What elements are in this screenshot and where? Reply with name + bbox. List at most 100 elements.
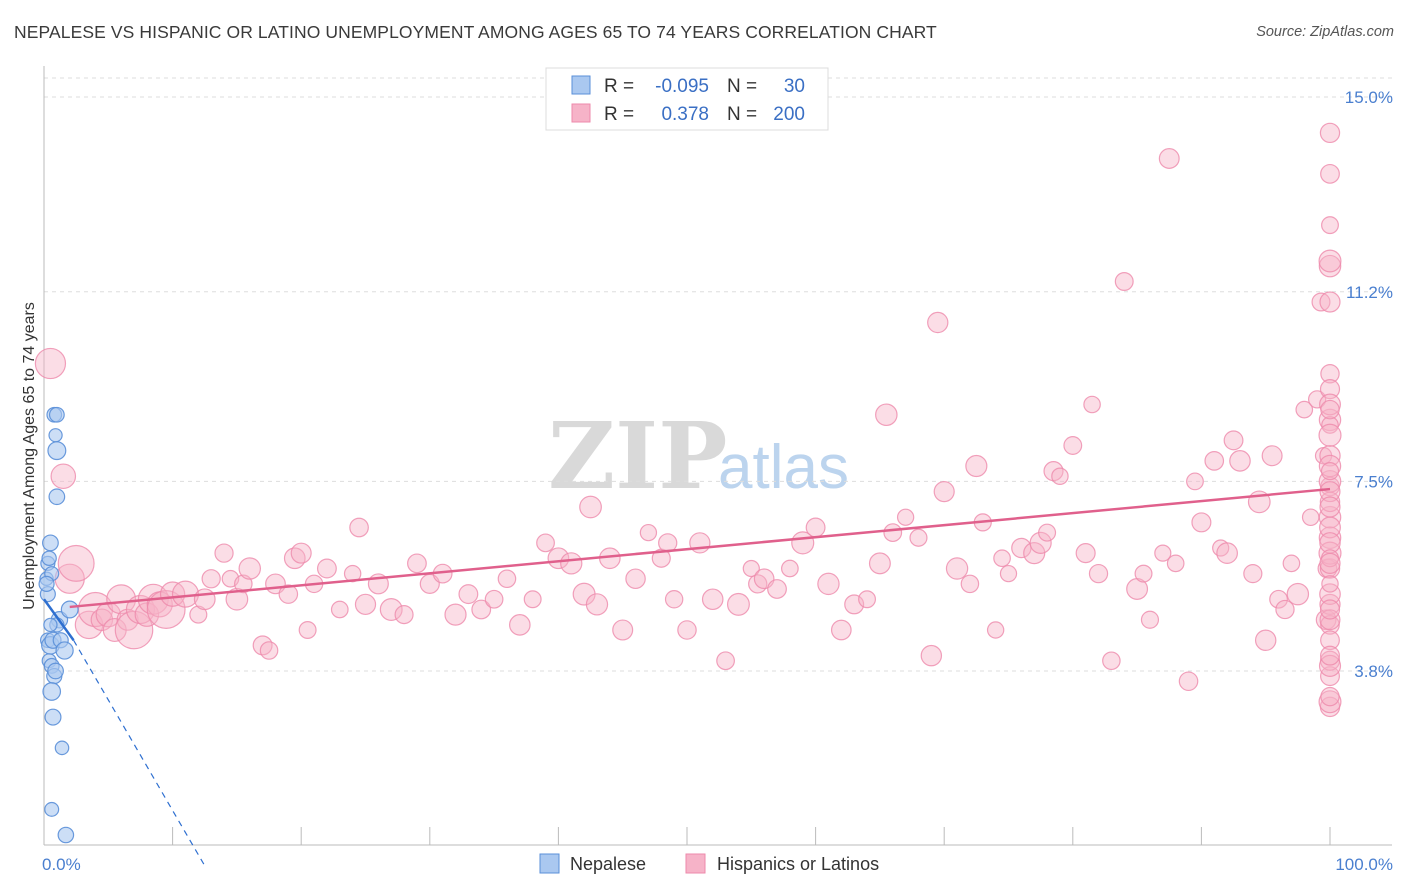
hispanic-point <box>1229 450 1251 472</box>
hispanic-point <box>1319 599 1341 620</box>
hispanic-point <box>201 569 221 589</box>
hispanic-point <box>1216 542 1238 564</box>
trend-lines <box>42 487 1331 867</box>
x-tick-label-min: 0.0% <box>42 855 81 874</box>
y-tick-label: 3.8% <box>1354 662 1393 681</box>
hispanic-point <box>960 574 980 594</box>
nepalese-trendline-extension <box>73 639 206 867</box>
hispanic-point <box>1223 430 1244 451</box>
hispanic-point <box>484 589 504 609</box>
bottom-legend-swatch-hispanic <box>685 853 706 874</box>
nepalese-point <box>48 428 63 443</box>
hispanic-point <box>57 544 95 582</box>
hispanic-point <box>343 564 362 583</box>
nepalese-point <box>60 600 79 619</box>
hispanic-point <box>883 523 903 543</box>
chart-title: NEPALESE VS HISPANIC OR LATINO UNEMPLOYM… <box>14 22 937 42</box>
data-points <box>34 122 1342 844</box>
watermark-atlas: atlas <box>718 433 849 502</box>
hispanic-point <box>508 614 531 636</box>
hispanic-point <box>1186 472 1204 491</box>
y-tick-label: 11.2% <box>1346 283 1393 302</box>
hispanic-point <box>858 590 877 609</box>
y-tick-label: 15.0% <box>1345 88 1393 107</box>
hispanic-point <box>444 603 467 626</box>
hispanic-point <box>868 552 891 575</box>
hispanic-point <box>579 495 602 519</box>
hispanic-point <box>965 454 988 478</box>
y-tick-label: 7.5% <box>1354 472 1393 491</box>
watermark-zip: ZIP <box>548 402 727 510</box>
hispanic-point <box>1319 645 1341 666</box>
hispanic-point <box>547 547 570 570</box>
legend-r-label-1: R = <box>604 76 634 97</box>
hispanic-point <box>146 590 186 629</box>
hispanic-point <box>726 592 750 616</box>
hispanic-point <box>639 523 658 542</box>
hispanic-point <box>1318 249 1342 273</box>
hispanic-point <box>1321 216 1339 235</box>
hispanic-point <box>1321 416 1339 434</box>
hispanic-point <box>1088 563 1109 584</box>
hispanic-point <box>909 528 928 547</box>
legend-box <box>545 67 829 131</box>
hispanic-point <box>625 568 646 590</box>
hispanic-point <box>1319 379 1341 400</box>
hispanic-point <box>1158 148 1180 169</box>
legend-r-value-1: -0.095 <box>655 76 709 97</box>
hispanic-point <box>1320 399 1340 420</box>
hispanic-point <box>1204 451 1225 471</box>
hispanic-point <box>993 549 1011 568</box>
hispanic-point <box>1075 543 1096 564</box>
hispanic-point <box>1319 481 1341 503</box>
hispanic-point <box>290 542 312 564</box>
hispanic-point <box>817 572 840 596</box>
hispanic-point <box>1319 122 1341 144</box>
bottom-legend-swatch-nepalese <box>539 853 560 874</box>
hispanic-point <box>560 552 583 575</box>
legend-r-value-2: 0.378 <box>661 104 709 125</box>
nepalese-point <box>54 740 70 756</box>
series-legend: Nepalese Hispanics or Latinos <box>539 853 879 874</box>
nepalese-point <box>48 406 65 423</box>
hispanic-point <box>1154 544 1172 562</box>
hispanic-point <box>316 558 337 579</box>
hispanic-point <box>1269 589 1288 609</box>
axes <box>43 66 1392 846</box>
hispanic-point <box>497 569 517 589</box>
hispanic-point <box>1038 523 1057 542</box>
hispanic-point <box>742 559 760 578</box>
hispanic-point <box>1319 393 1341 416</box>
hispanic-point <box>1318 654 1342 677</box>
hispanic-point <box>34 347 67 380</box>
hispanic-point <box>875 403 898 427</box>
hispanic-point <box>1307 390 1327 409</box>
hispanic-point <box>1051 467 1069 486</box>
hispanic-point <box>1311 292 1331 312</box>
hispanic-point <box>330 600 349 619</box>
hispanic-point <box>1319 496 1341 518</box>
legend-r-label-2: R = <box>604 104 634 125</box>
hispanic-point <box>1320 364 1340 384</box>
hispanic-point <box>1301 508 1320 527</box>
nepalese-point <box>55 641 74 660</box>
hispanic-point <box>1320 686 1340 707</box>
nepalese-point <box>44 708 62 726</box>
hispanic-point <box>50 463 77 490</box>
hispanic-point <box>945 557 969 580</box>
hispanic-point <box>214 543 234 563</box>
hispanic-point <box>189 605 208 624</box>
hispanic-point <box>1286 582 1310 606</box>
correlation-legend: R = -0.095 N = 30 R = 0.378 N = 200 <box>545 67 829 131</box>
nepalese-point <box>57 826 75 844</box>
hispanic-point <box>536 533 555 553</box>
nepalese-point <box>42 534 59 552</box>
hispanic-point <box>1275 599 1295 620</box>
nepalese-point <box>44 801 60 817</box>
hispanic-point <box>354 593 377 616</box>
nepalese-point <box>41 550 57 566</box>
hispanic-point <box>1282 554 1301 573</box>
hispanic-point <box>689 532 711 554</box>
hispanic-point <box>278 584 299 604</box>
y-axis-title: Unemployment Among Ages 65 to 74 years <box>21 302 38 610</box>
